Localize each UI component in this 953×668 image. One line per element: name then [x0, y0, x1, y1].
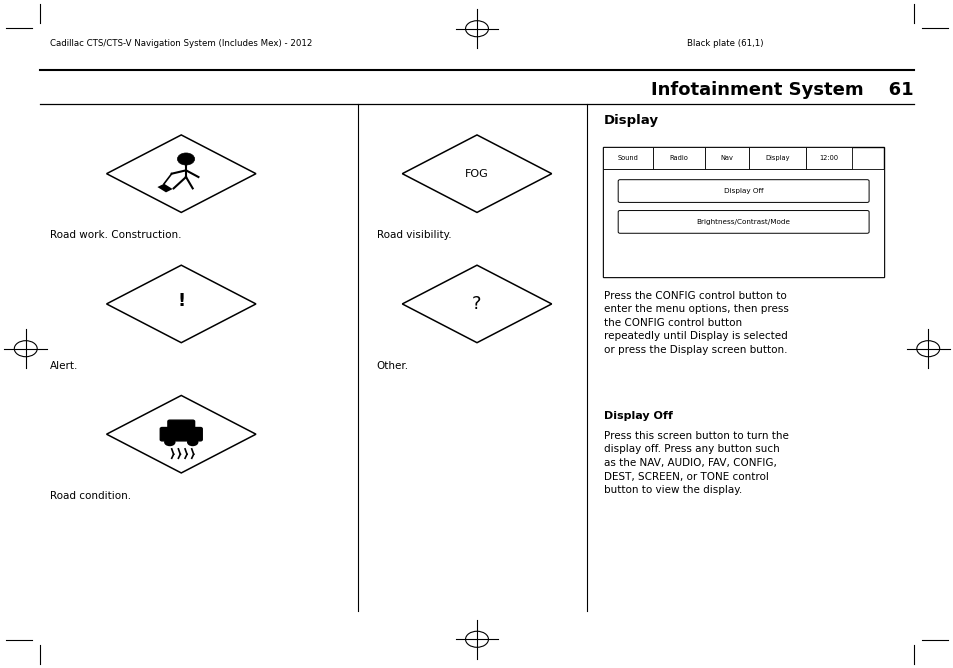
Text: Infotainment System    61: Infotainment System 61	[651, 81, 913, 99]
Text: Road work. Construction.: Road work. Construction.	[50, 230, 181, 240]
Text: Press this screen button to turn the
display off. Press any button such
as the N: Press this screen button to turn the dis…	[603, 431, 788, 495]
Text: 12:00: 12:00	[819, 155, 838, 161]
Polygon shape	[157, 184, 172, 192]
FancyBboxPatch shape	[602, 147, 652, 169]
Text: Other.: Other.	[376, 361, 409, 371]
Text: Press the CONFIG control button to
enter the menu options, then press
the CONFIG: Press the CONFIG control button to enter…	[603, 291, 788, 355]
FancyBboxPatch shape	[652, 147, 704, 169]
Text: Radio: Radio	[669, 155, 687, 161]
Circle shape	[177, 153, 194, 165]
Text: Road visibility.: Road visibility.	[376, 230, 451, 240]
FancyBboxPatch shape	[160, 428, 202, 441]
Text: ?: ?	[472, 295, 481, 313]
FancyBboxPatch shape	[748, 147, 805, 169]
Circle shape	[187, 438, 198, 446]
Text: Sound: Sound	[617, 155, 638, 161]
Text: Brightness/Contrast/Mode: Brightness/Contrast/Mode	[696, 219, 790, 225]
Text: Nav: Nav	[720, 155, 733, 161]
FancyBboxPatch shape	[602, 169, 883, 277]
Text: Black plate (61,1): Black plate (61,1)	[686, 39, 762, 48]
FancyBboxPatch shape	[805, 147, 851, 169]
Text: Display: Display	[603, 114, 659, 126]
FancyBboxPatch shape	[704, 147, 748, 169]
Text: Display Off: Display Off	[723, 188, 762, 194]
FancyBboxPatch shape	[602, 147, 883, 277]
Text: Road condition.: Road condition.	[50, 491, 131, 501]
Text: Cadillac CTS/CTS-V Navigation System (Includes Mex) - 2012: Cadillac CTS/CTS-V Navigation System (In…	[50, 39, 312, 48]
Circle shape	[164, 438, 175, 446]
Text: !: !	[177, 292, 185, 309]
FancyBboxPatch shape	[168, 420, 194, 430]
Text: FOG: FOG	[465, 169, 488, 178]
FancyBboxPatch shape	[618, 210, 868, 233]
Text: Alert.: Alert.	[50, 361, 78, 371]
FancyBboxPatch shape	[618, 180, 868, 202]
Text: Display Off: Display Off	[603, 411, 672, 421]
Text: Display: Display	[764, 155, 789, 161]
